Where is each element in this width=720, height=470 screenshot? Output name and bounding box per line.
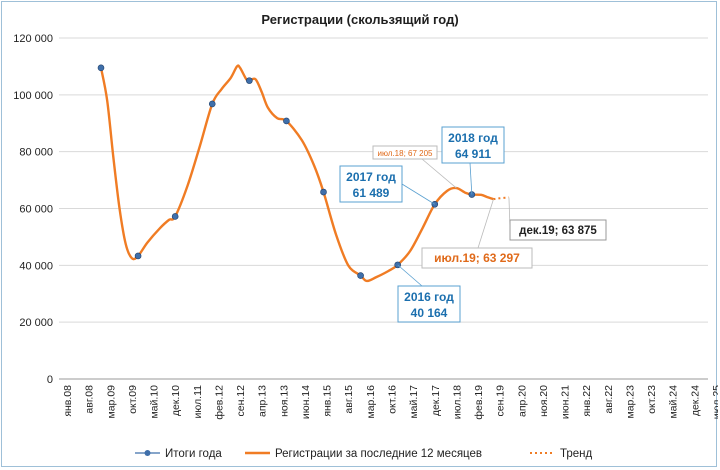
callout-leader [477, 199, 494, 249]
callout-leader [397, 264, 423, 287]
x-tick-label: июл.18 [451, 385, 463, 419]
x-tick-label: сен.12 [235, 385, 247, 417]
x-tick-label: май.10 [149, 385, 161, 419]
callout-label: июл.19; 63 297 [434, 251, 520, 265]
x-tick-label: дек.17 [430, 385, 442, 416]
chart-title: Регистрации (скользящий год) [261, 12, 458, 27]
x-tick-label: мар.23 [624, 385, 636, 419]
x-tick-label: янв.15 [322, 385, 334, 417]
year-total-point [171, 213, 179, 220]
x-tick-label: ноя.13 [278, 385, 290, 417]
x-tick-label: июн.14 [300, 385, 312, 419]
year-total-point [134, 252, 142, 260]
year-total-point [246, 77, 253, 84]
callout-label: 2016 год [404, 290, 454, 304]
x-tick-label: мар.09 [105, 385, 117, 419]
x-tick-label: янв.08 [62, 385, 74, 417]
callout-value: 40 164 [411, 306, 448, 320]
legend-marker-dot [144, 450, 151, 456]
x-tick-label: окт.16 [387, 385, 399, 414]
x-tick-label: сен.19 [495, 385, 507, 417]
y-tick-label: 0 [47, 374, 53, 386]
callout-box [441, 126, 505, 164]
y-tick-label: 100 000 [13, 90, 53, 102]
legend-label: Тренд [560, 448, 593, 460]
x-tick-label: ноя.20 [538, 385, 550, 417]
callout-leader [421, 158, 457, 189]
y-tick-label: 120 000 [13, 33, 53, 45]
x-tick-label: май.17 [408, 385, 420, 419]
x-tick-label: янв.22 [581, 385, 593, 417]
x-tick-label: авг.15 [343, 385, 355, 414]
callout-box [372, 145, 438, 160]
y-tick-label: 60 000 [19, 204, 53, 216]
series-12-month-line [99, 64, 494, 283]
legend-label: Регистрации за последние 12 месяцев [275, 448, 482, 460]
x-tick-label: июл.11 [192, 385, 204, 419]
year-total-point [97, 64, 105, 72]
x-tick-label: фев.12 [213, 385, 225, 420]
callout-label: июл.18; 67 205 [378, 149, 434, 158]
y-tick-label: 20 000 [19, 317, 53, 329]
callout-leader [469, 162, 473, 195]
x-tick-label: окт.23 [646, 385, 658, 414]
callout-label: дек.19; 63 875 [519, 225, 597, 237]
year-total-point [357, 272, 364, 279]
series-trend-line [493, 196, 510, 201]
x-tick-label: июн.21 [560, 385, 572, 419]
callout-box [397, 285, 461, 323]
callout-box [339, 165, 403, 203]
legend-label: Итоги года [165, 448, 222, 460]
x-tick-label: фев.19 [473, 385, 485, 420]
x-tick-label: май.24 [668, 385, 680, 419]
x-tick-label: апр.20 [516, 385, 528, 417]
year-total-point [208, 100, 216, 108]
callout-value: 61 489 [353, 186, 390, 200]
callout-leader [401, 183, 435, 205]
x-tick-label: дек.24 [689, 385, 701, 416]
x-tick-label: апр.13 [257, 385, 269, 417]
callout-box [509, 219, 607, 241]
x-tick-label: июл.25 [711, 385, 718, 419]
x-tick-label: дек.10 [170, 385, 182, 416]
callout-box [421, 247, 533, 269]
callout-label: 2018 год [448, 131, 498, 145]
y-tick-label: 40 000 [19, 260, 53, 272]
x-tick-label: мар.16 [365, 385, 377, 419]
callout-label: 2017 год [346, 170, 396, 184]
x-tick-label: авг.22 [603, 385, 615, 414]
callout-value: 64 911 [455, 147, 491, 161]
year-total-point [283, 117, 290, 125]
x-tick-label: авг.08 [84, 385, 96, 414]
year-total-point [320, 188, 327, 196]
y-tick-label: 80 000 [19, 147, 53, 159]
x-tick-label: окт.09 [127, 385, 139, 414]
